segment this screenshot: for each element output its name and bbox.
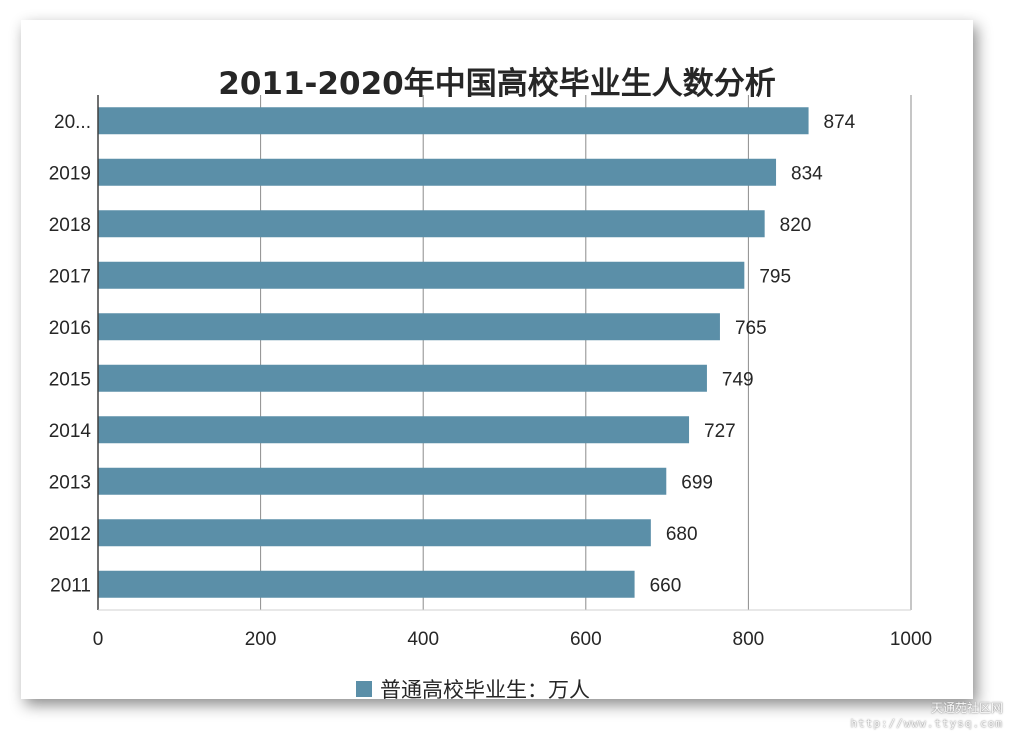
bar-5 (98, 313, 720, 341)
data-label-5: 765 (735, 318, 767, 339)
data-label-9: 874 (824, 112, 856, 133)
bar-7 (98, 210, 765, 238)
category-label-3: 2014 (49, 421, 92, 442)
category-label-6: 2017 (49, 266, 91, 287)
data-label-1: 680 (666, 524, 698, 545)
bar-2 (98, 467, 667, 495)
bar-8 (98, 158, 777, 186)
chart-legend: 普通高校毕业生：万人 (356, 675, 590, 703)
bar-chart-plot: 2011 660 2012 680 2013 699 2014 727 2015 749 2016 7… (49, 95, 932, 650)
watermark: 天通苑社区网 http://www.ttysq.com (851, 700, 1003, 732)
x-tick-label-2: 400 (407, 629, 439, 650)
x-tick-label-5: 1000 (890, 629, 932, 650)
chart-title: 2011-2020年中国高校毕业生人数分析 (218, 66, 776, 102)
chart-card: 2011-2020年中国高校毕业生人数分析 2011 660 2012 680 2013… (21, 20, 973, 702)
x-tick-label-3: 600 (570, 629, 602, 650)
category-label-1: 2012 (49, 524, 91, 545)
bar-3 (98, 416, 690, 444)
watermark-url: http://www.ttysq.com (850, 717, 1003, 730)
data-label-2: 699 (681, 472, 713, 493)
data-label-3: 727 (704, 421, 736, 442)
category-label-0: 2011 (50, 575, 91, 596)
x-tick-label-0: 0 (93, 629, 104, 650)
bar-1 (98, 519, 651, 547)
legend-label: 普通高校毕业生：万人 (380, 678, 590, 702)
category-label-8: 2019 (49, 163, 91, 184)
category-label-7: 2018 (49, 215, 91, 236)
watermark-site-name: 天通苑社区网 (930, 701, 1003, 715)
data-label-6: 795 (759, 266, 791, 287)
data-label-7: 820 (780, 215, 812, 236)
category-label-9: 20... (54, 112, 91, 133)
x-tick-label-4: 800 (733, 629, 765, 650)
bar-9 (98, 107, 809, 135)
legend-swatch (356, 681, 372, 697)
bar-6 (98, 261, 745, 289)
data-label-0: 660 (650, 575, 682, 596)
bar-0 (98, 570, 635, 598)
bar-4 (98, 364, 707, 392)
category-label-2: 2013 (49, 472, 91, 493)
data-label-4: 749 (722, 369, 754, 390)
data-label-8: 834 (791, 163, 823, 184)
x-tick-label-1: 200 (245, 629, 277, 650)
category-label-5: 2016 (49, 318, 91, 339)
category-label-4: 2015 (49, 369, 91, 390)
